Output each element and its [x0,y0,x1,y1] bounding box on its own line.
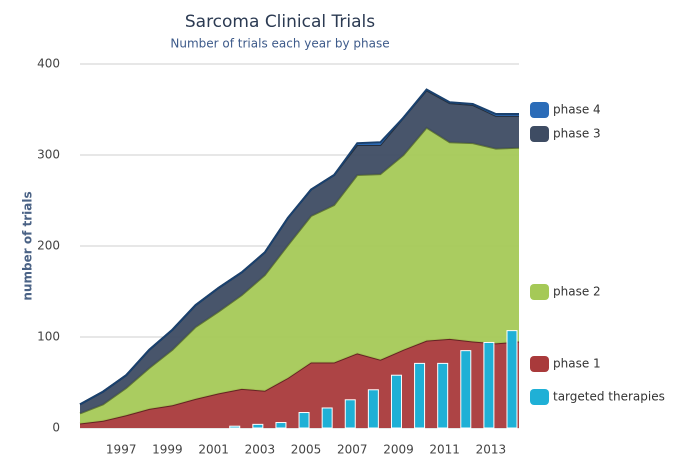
bar [506,330,518,429]
legend-swatch [530,389,549,405]
legend-label: phase 2 [553,285,601,299]
bar [414,362,426,429]
x-tick-label: 2001 [198,443,229,457]
y-tick-label: 400 [37,57,60,71]
legend-swatch [530,356,549,372]
y-tick-label: 200 [37,239,60,253]
bar [460,350,472,429]
x-tick-label: 1997 [106,443,137,457]
x-tick-label: 2009 [383,443,414,457]
x-tick-label: 2003 [245,443,276,457]
area [80,90,519,414]
legend-label: phase 4 [553,103,601,117]
legend-swatch [530,126,549,142]
x-tick-label: 2005 [291,443,322,457]
bar [483,341,495,429]
bar [275,422,287,429]
bar [252,423,264,429]
y-axis-label: number of trials [21,191,35,300]
legend-label: phase 1 [553,357,601,371]
y-tick-label: 100 [37,330,60,344]
y-tick-label: 0 [52,421,60,435]
chart-title: Sarcoma Clinical Trials [185,12,375,32]
bar [298,412,310,429]
chart-subtitle: Number of trials each year by phase [170,37,389,51]
legend-label: targeted therapies [553,390,665,404]
area-edge [79,88,519,406]
legend-swatch [530,102,549,118]
x-tick-label: 1999 [152,443,183,457]
bar [437,362,449,429]
bar [367,389,379,429]
x-tick-label: 2007 [337,443,368,457]
legend-swatch [530,284,549,300]
bar [229,425,241,429]
area [80,338,519,428]
bar [390,374,402,429]
bar [344,399,356,429]
x-tick-label: 2013 [476,443,507,457]
y-tick-label: 300 [37,148,60,162]
x-tick-label: 2011 [429,443,460,457]
area [80,127,519,424]
legend-label: phase 3 [553,127,601,141]
bar [321,407,333,429]
